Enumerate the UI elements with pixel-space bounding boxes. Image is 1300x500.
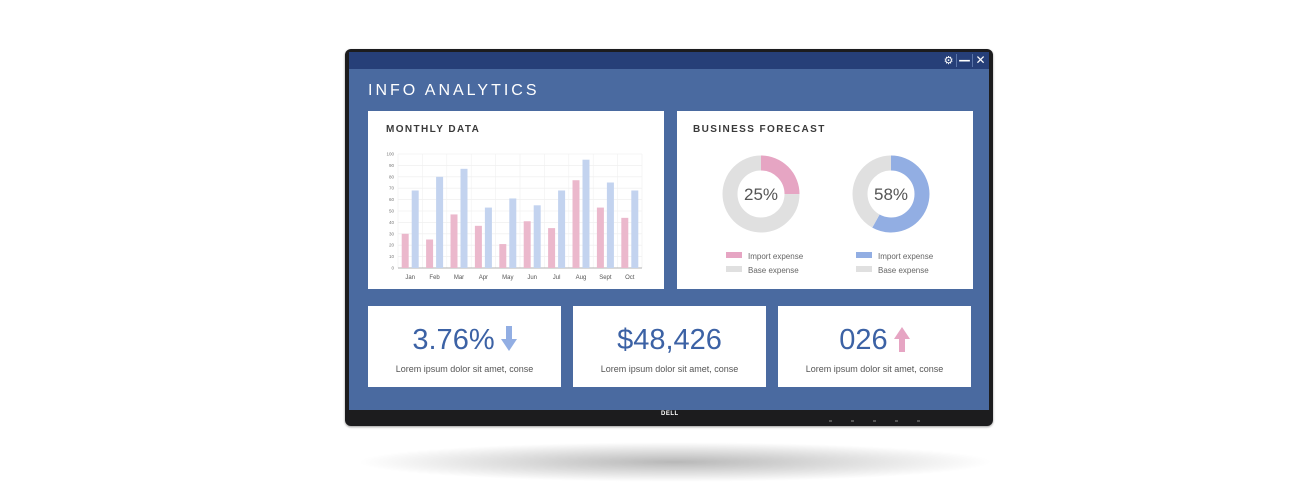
legend-item-base-2: Base expense [856,266,929,275]
bar [582,159,590,268]
legend-swatch [726,252,742,258]
donut-slice [722,155,800,233]
donut-slice [852,155,930,233]
bar [606,182,614,268]
monthly-data-title: MONTHLY DATA [386,124,481,135]
legend-swatch [856,266,872,272]
bar [499,244,507,268]
legend-label: Base expense [878,266,929,275]
bar [436,176,444,268]
bar [509,198,517,268]
stat-card-count: 026 Lorem ipsum dolor sit amet, conse [778,306,971,387]
gear-icon[interactable]: ⚙ [943,54,954,67]
donut-center-label: 25% [744,185,778,204]
stat-description: Lorem ipsum dolor sit amet, conse [395,364,534,374]
bezel-button [873,420,876,422]
bar [401,233,409,268]
legend-label: Import expense [748,252,804,261]
x-tick-label: Apr [479,275,488,281]
x-tick-label: Feb [429,275,440,281]
bezel-button [917,420,920,422]
monitor-shadow [355,442,995,482]
y-tick-label: 20 [389,243,395,248]
bar [533,205,541,268]
stat-card-amount: $48,426 Lorem ipsum dolor sit amet, cons… [573,306,766,387]
stat-value: $48,426 [617,324,722,356]
bar [523,221,531,268]
minimize-icon[interactable]: — [958,53,971,67]
page-title: INFO ANALYTICS [368,82,540,99]
stat-description: Lorem ipsum dolor sit amet, conse [805,364,944,374]
x-tick-label: Jun [527,275,537,281]
y-tick-label: 0 [391,266,394,271]
stat-value: 026 [839,324,888,356]
x-tick-label: Aug [576,275,587,281]
donut-chart: 25% [722,155,800,233]
title-bar: ⚙ — ✕ [349,52,989,69]
legend-swatch [856,252,872,258]
title-bar-divider [956,54,957,67]
stat-value-row: $48,426 [573,324,766,357]
y-tick-label: 30 [389,231,395,236]
business-forecast-card: BUSINESS FORECAST 25% 58% Import expense … [677,111,973,289]
x-tick-label: May [502,275,513,281]
x-tick-label: Jul [553,275,561,281]
y-tick-label: 80 [389,174,395,179]
y-tick-label: 10 [389,254,395,259]
bar [548,228,556,268]
bar [596,207,604,268]
app-window: ⚙ — ✕ INFO ANALYTICS MONTHLY DATA 0 10 20 3… [349,52,989,410]
bezel-button [829,420,832,422]
arrow-down-icon [500,326,517,351]
bar [460,168,468,268]
donut-center-label: 58% [874,185,908,204]
y-tick-label: 60 [389,197,395,202]
monthly-bar-chart: 0 10 20 30 40 50 60 70 80 90 100 Jan Feb Mar Apr May Jun… [386,152,643,281]
y-tick-label: 100 [386,152,394,157]
bezel-button [851,420,854,422]
x-tick-label: Jan [405,275,415,281]
close-icon[interactable]: ✕ [975,53,986,67]
bar [558,190,566,268]
business-forecast-title: BUSINESS FORECAST [693,124,826,135]
stat-value-row: 026 [778,324,971,357]
stat-card-percentage: 3.76% Lorem ipsum dolor sit amet, conse [368,306,561,387]
donut-chart: 58% [852,155,930,233]
y-tick-label: 50 [389,209,395,214]
y-tick-label: 90 [389,163,395,168]
legend-swatch [726,266,742,272]
y-tick-label: 40 [389,220,395,225]
monitor: ⚙ — ✕ INFO ANALYTICS MONTHLY DATA 0 10 20 3… [345,49,993,426]
monthly-data-card: MONTHLY DATA 0 10 20 30 40 50 60 70 80 90 100 Jan Fe… [368,111,664,289]
x-tick-label: Oct [625,275,635,281]
bar [411,190,419,268]
bar [621,217,629,268]
x-tick-label: Sept [599,275,612,281]
legend-label: Base expense [748,266,799,275]
legend-label: Import expense [878,252,934,261]
dell-logo: DELL [661,411,679,417]
x-tick-label: Mar [454,275,464,281]
title-bar-divider [972,54,973,67]
stat-value-row: 3.76% [368,324,561,357]
bar [450,214,458,268]
arrow-up-icon [893,327,910,352]
stat-description: Lorem ipsum dolor sit amet, conse [600,364,739,374]
y-tick-label: 70 [389,186,395,191]
bar [631,190,639,268]
bar [474,225,482,268]
bezel-button [895,420,898,422]
bar [572,180,580,268]
legend-item-import-1: Import expense [726,252,803,261]
bar [426,239,434,268]
legend-item-import-2: Import expense [856,252,933,261]
legend-item-base-1: Base expense [726,266,799,275]
forecast-donut-charts: 25% 58% [722,155,930,233]
bar [484,207,492,268]
stat-value: 3.76% [412,324,495,356]
